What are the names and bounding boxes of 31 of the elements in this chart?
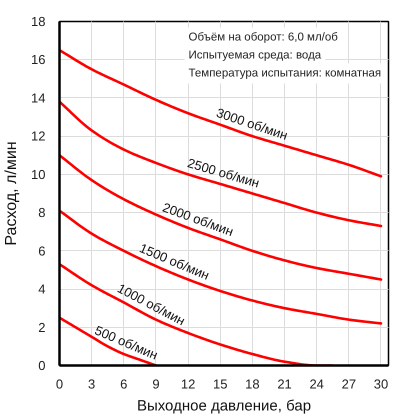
annotation: Температура испытания: комнатная [188,68,382,80]
y-tick-label: 16 [31,52,46,68]
x-tick-label: 21 [277,376,292,392]
text: 1500 об/мин [137,240,212,283]
x-tick-label: 12 [180,376,196,392]
x-tick-label: 18 [245,376,260,392]
y-tick-label: 0 [38,358,46,373]
y-tick-label: 2 [38,320,46,335]
annotation: Испытуемая среда: вода [188,50,322,62]
x-tick-label: 27 [342,376,356,392]
x-tick-label: 15 [213,376,228,392]
x-tick-label: 24 [309,376,324,392]
x-axis-title: Выходное давление, бар [136,398,312,414]
x-tick-label: 0 [56,376,64,392]
y-tick-label: 18 [31,14,46,29]
y-tick-label: 8 [38,205,46,220]
x-tick-label: 6 [120,376,128,392]
y-tick-label: 6 [38,243,46,258]
y-axis-title: Расход, л/мин [3,141,20,246]
y-tick-label: 14 [31,90,46,106]
y-tick-label: 4 [38,282,46,297]
text: 2500 об/мин [186,155,262,191]
x-tick-label: 9 [152,376,160,392]
x-tick-label: 3 [88,376,96,392]
x-tick-label: 30 [374,376,388,392]
y-tick-label: 10 [31,166,46,182]
text: 2000 об/мин [160,200,236,240]
annotation: Объём на оборот: 6,0 мл/об [188,32,338,44]
text: 500 об/мин [92,322,160,363]
y-tick-label: 12 [31,128,46,144]
text: 3000 об/мин [214,104,290,143]
